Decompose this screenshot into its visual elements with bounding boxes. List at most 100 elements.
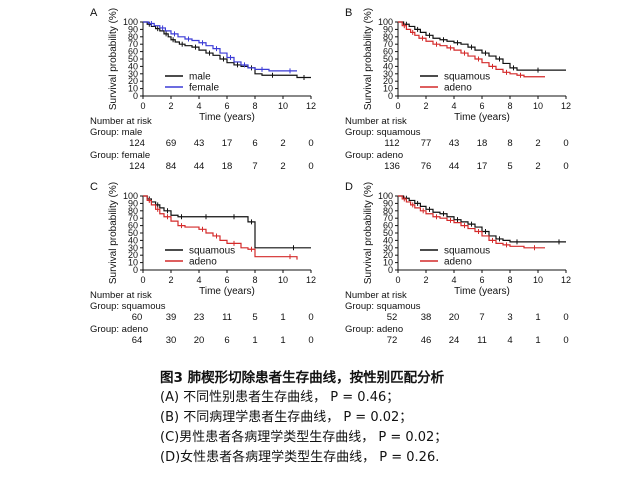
risk-count: 1 (280, 312, 285, 323)
y-tick-label: 100 (378, 17, 393, 27)
x-tick-label: 2 (168, 275, 173, 285)
y-tick-label: 40 (128, 235, 138, 245)
y-tick-label: 20 (383, 76, 393, 86)
legend-label-adeno: adeno (444, 257, 472, 268)
risk-count: 17 (477, 161, 488, 172)
risk-count: 39 (166, 312, 177, 323)
risk-count: 60 (132, 312, 143, 323)
y-tick-label: 80 (128, 32, 138, 42)
risk-count: 2 (280, 161, 285, 172)
risk-count: 44 (449, 161, 460, 172)
x-tick-label: 12 (561, 275, 571, 285)
x-tick-label: 2 (423, 275, 428, 285)
y-tick-label: 70 (128, 39, 138, 49)
caption-line-d: (D)女性患者各病理学类型生存曲线， P = 0.26. (160, 450, 440, 465)
risk-count: 64 (132, 335, 143, 346)
risk-count: 20 (449, 312, 460, 323)
x-tick-label: 12 (306, 101, 316, 111)
y-tick-label: 80 (128, 206, 138, 216)
y-tick-label: 90 (383, 198, 393, 208)
x-tick-label: 0 (140, 101, 145, 111)
risk-count: 0 (308, 335, 313, 346)
y-tick-label: 40 (383, 61, 393, 71)
y-tick-label: 10 (128, 84, 138, 94)
panel-letter: C (90, 181, 98, 193)
risk-group-label: Group: adeno (90, 324, 148, 335)
y-tick-label: 70 (383, 213, 393, 223)
caption-title: 图3 肺楔形切除患者生存曲线，按性别匹配分析 (160, 370, 445, 386)
risk-count: 30 (166, 335, 177, 346)
risk-count: 7 (252, 161, 257, 172)
legend-label-squamous: squamous (444, 246, 490, 257)
x-tick-label: 12 (561, 101, 571, 111)
y-tick-label: 50 (383, 228, 393, 238)
risk-count: 11 (477, 335, 487, 346)
x-tick-label: 12 (306, 275, 316, 285)
y-tick-label: 60 (383, 221, 393, 231)
risk-group-label: Group: squamous (345, 301, 421, 312)
x-axis-label: Time (years) (199, 286, 255, 297)
risk-count: 0 (308, 138, 313, 149)
risk-count: 3 (507, 312, 512, 323)
risk-count: 72 (387, 335, 398, 346)
risk-count: 124 (129, 161, 145, 172)
y-tick-label: 10 (128, 258, 138, 268)
risk-count: 20 (194, 335, 205, 346)
y-tick-label: 20 (128, 76, 138, 86)
y-axis-label: Survival probability (%) (363, 182, 374, 284)
risk-group-label: Group: adeno (345, 324, 403, 335)
y-tick-label: 20 (383, 250, 393, 260)
y-tick-label: 30 (383, 69, 393, 79)
risk-count: 38 (421, 312, 432, 323)
risk-count: 0 (563, 138, 568, 149)
risk-count: 46 (421, 335, 432, 346)
y-tick-label: 60 (128, 221, 138, 231)
x-axis-label: Time (years) (199, 112, 255, 123)
risk-count: 0 (563, 312, 568, 323)
series-line-squamous (143, 195, 311, 249)
x-tick-label: 8 (507, 101, 512, 111)
y-axis-label: Survival probability (%) (363, 8, 374, 110)
risk-title: Number at risk (345, 290, 407, 301)
risk-count: 69 (166, 138, 177, 149)
risk-count: 0 (563, 335, 568, 346)
x-tick-label: 8 (252, 275, 257, 285)
series-line-adeno (143, 195, 298, 260)
y-tick-label: 40 (128, 61, 138, 71)
caption-line-b: (B) 不同病理学患者生存曲线， P = 0.02； (160, 410, 413, 425)
x-tick-label: 4 (196, 101, 201, 111)
legend-label-adeno: adeno (189, 257, 217, 268)
risk-count: 6 (252, 138, 257, 149)
panel-letter: B (345, 7, 352, 19)
series-line-female (143, 21, 297, 72)
risk-count: 1 (280, 335, 285, 346)
risk-count: 1 (535, 335, 540, 346)
x-tick-label: 0 (395, 275, 400, 285)
y-tick-label: 100 (378, 191, 393, 201)
y-tick-label: 50 (128, 228, 138, 238)
risk-count: 17 (222, 138, 233, 149)
y-tick-label: 0 (388, 91, 393, 101)
legend-label-male: male (189, 72, 211, 83)
risk-count: 0 (563, 161, 568, 172)
y-tick-label: 0 (133, 265, 138, 275)
y-tick-label: 60 (383, 47, 393, 57)
y-tick-label: 70 (383, 39, 393, 49)
x-tick-label: 4 (451, 275, 456, 285)
y-tick-label: 90 (128, 24, 138, 34)
y-tick-label: 90 (128, 198, 138, 208)
legend-label-squamous: squamous (444, 72, 490, 83)
risk-group-label: Group: male (90, 127, 142, 138)
y-tick-label: 100 (123, 191, 138, 201)
y-tick-label: 90 (383, 24, 393, 34)
y-tick-label: 80 (383, 206, 393, 216)
risk-count: 24 (449, 335, 460, 346)
risk-count: 4 (507, 335, 512, 346)
x-tick-label: 2 (168, 101, 173, 111)
risk-group-label: Group: female (90, 150, 150, 161)
legend-label-female: female (189, 83, 219, 94)
x-tick-label: 4 (196, 275, 201, 285)
y-tick-label: 10 (383, 84, 393, 94)
